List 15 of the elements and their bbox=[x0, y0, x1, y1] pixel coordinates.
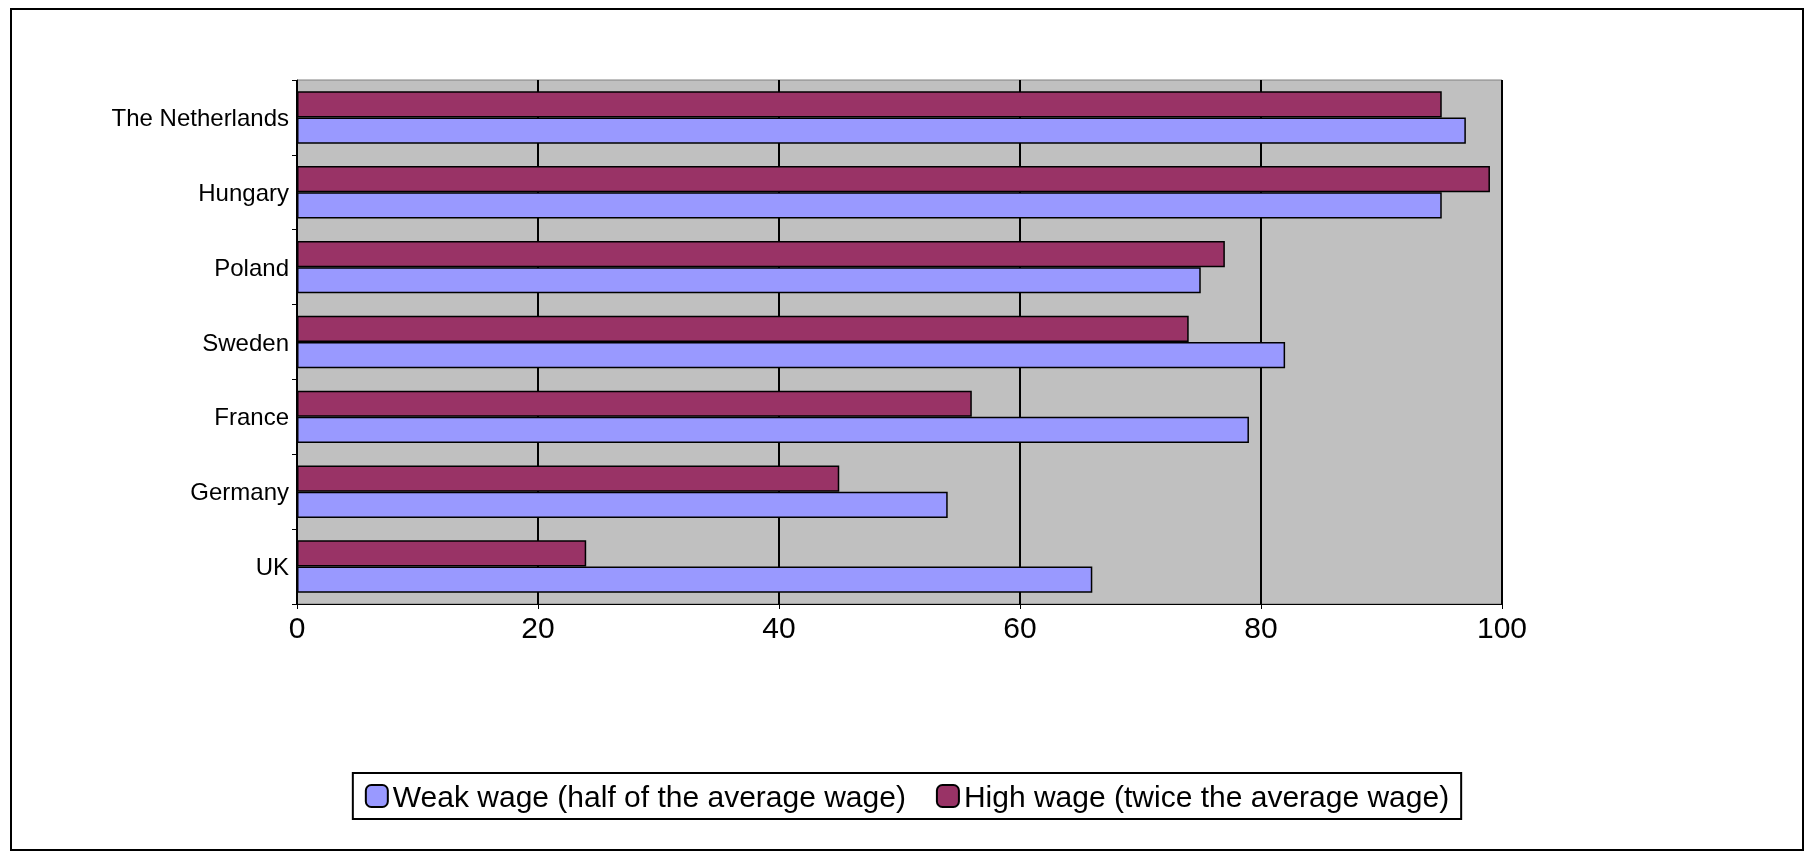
x-tick-label: 100 bbox=[1476, 610, 1528, 644]
y-tick-label: Germany bbox=[190, 478, 289, 506]
y-tick-label: France bbox=[214, 403, 289, 431]
x-tick-label: 20 bbox=[521, 610, 555, 644]
legend-label: High wage (twice the average wage) bbox=[963, 779, 1450, 813]
x-tick-label: 40 bbox=[762, 610, 796, 644]
y-tick-label: Poland bbox=[214, 253, 289, 281]
y-tick-label: Hungary bbox=[198, 178, 289, 206]
x-tick-label: 80 bbox=[1244, 610, 1278, 644]
y-tick-label: UK bbox=[255, 553, 289, 581]
y-tick-label: The Netherlands bbox=[111, 103, 289, 131]
x-tick-label: 0 bbox=[288, 610, 306, 644]
x-tick-label: 60 bbox=[1003, 610, 1037, 644]
y-tick-label: Sweden bbox=[202, 328, 289, 356]
legend-label: Weak wage (half of the average wage) bbox=[392, 779, 906, 813]
